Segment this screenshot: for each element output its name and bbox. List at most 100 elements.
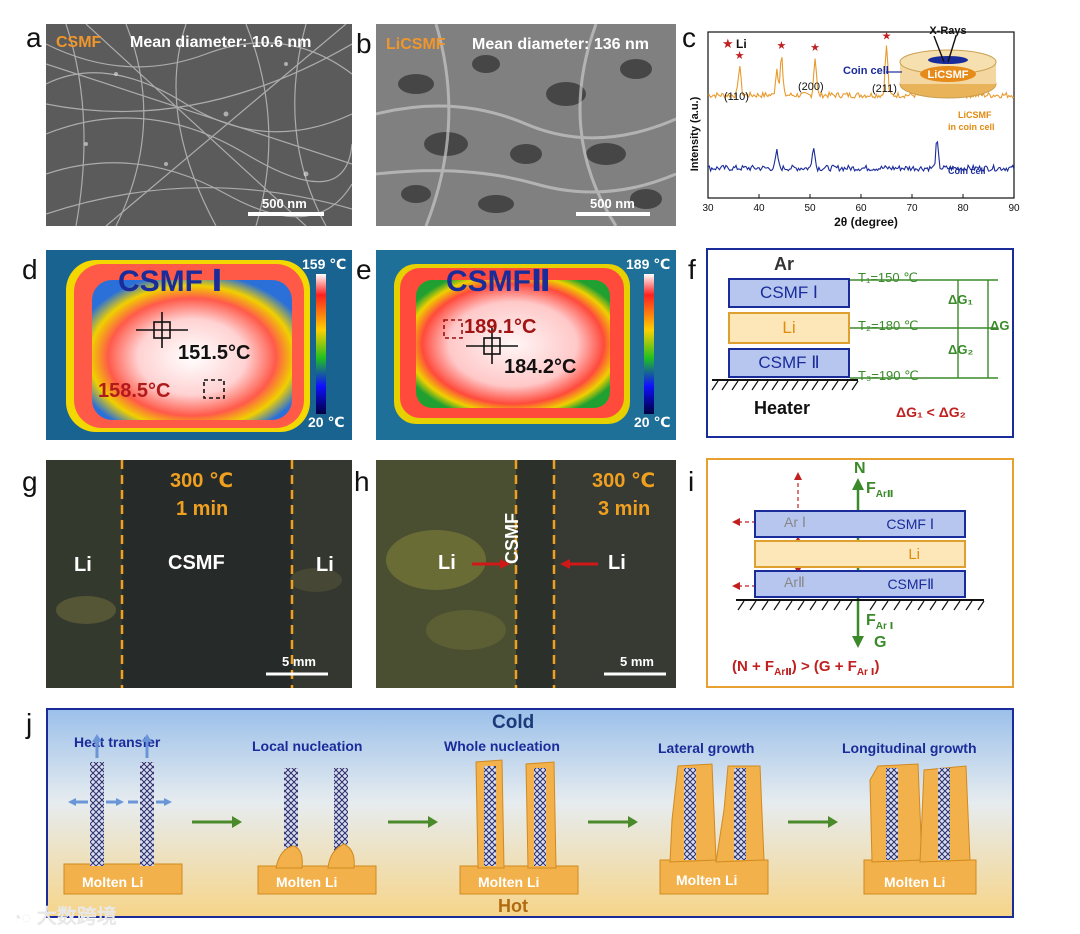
photo-300c-3min: 300 ℃ 3 min Li CSMF Li 5 mm bbox=[376, 460, 676, 688]
schematic-lines bbox=[711, 279, 998, 391]
thermal-reading-2: 158.5°C bbox=[98, 380, 171, 402]
scale-bar-label: 5 mm bbox=[620, 654, 654, 669]
cold-label: Cold bbox=[492, 712, 535, 733]
growth-mechanism-diagram: Cold Hot Heat transfer Local nucleation … bbox=[46, 708, 1014, 918]
t3-label: T₃=190 ℃ bbox=[858, 368, 919, 383]
relation-sub-2: Ar Ⅰ bbox=[856, 667, 875, 678]
label-li-right: Li bbox=[316, 554, 334, 576]
panel-letter-h: h bbox=[354, 466, 370, 497]
f-ar1-subscript: Ar Ⅰ bbox=[875, 621, 894, 633]
panel-letter-j: j bbox=[26, 708, 33, 739]
thermal-reading-2: 184.2°C bbox=[504, 356, 577, 378]
thermal-reading-1: 151.5°C bbox=[178, 342, 251, 364]
stage-4 bbox=[659, 763, 769, 895]
li-peak-star: ★ bbox=[882, 30, 892, 42]
stage-5 bbox=[863, 763, 977, 895]
x-tick-label: 60 bbox=[855, 203, 867, 214]
photo-temp: 300 ℃ bbox=[592, 470, 656, 492]
series-label-licsmf-line2: in coin cell bbox=[948, 122, 995, 132]
label-csmf: CSMF bbox=[168, 552, 225, 574]
color-scale-bar bbox=[644, 274, 654, 414]
li-peak-star: ★ bbox=[735, 50, 745, 62]
xray-arrow-1 bbox=[933, 35, 945, 63]
coin-cell-inset-label: Coin cell bbox=[843, 65, 889, 77]
scale-bar bbox=[248, 212, 324, 216]
series-label-coin-cell: Coin cell bbox=[948, 166, 986, 176]
peak-label-200: (200) bbox=[798, 81, 824, 93]
molten-li-label-3: Molten Li bbox=[478, 874, 540, 890]
sem-label-diameter: Mean diameter: 136 nm bbox=[472, 36, 649, 53]
panel-letter-i: i bbox=[688, 466, 695, 497]
sem-image-licsmf: LiCSMF Mean diameter: 136 nm 500 nm bbox=[376, 24, 676, 226]
layer-li: Li bbox=[728, 312, 850, 344]
photo-texture bbox=[376, 460, 676, 688]
stage-label-local-nucleation: Local nucleation bbox=[252, 738, 363, 754]
label-li-left: Li bbox=[74, 554, 92, 576]
layer-csmf-1: CSMF Ⅰ bbox=[728, 278, 850, 308]
x-tick-label: 70 bbox=[906, 203, 918, 214]
max-marker-1 bbox=[203, 379, 225, 399]
f-ar2-symbol: F bbox=[866, 480, 876, 497]
scale-bar-label: 500 nm bbox=[590, 196, 635, 211]
thermal-min-label: 20 ℃ bbox=[634, 414, 671, 430]
scale-bar bbox=[576, 212, 650, 216]
x-axis-title: 2θ (degree) bbox=[834, 215, 898, 229]
stage-2 bbox=[257, 768, 377, 895]
ar1-label: Ar Ⅰ bbox=[784, 514, 807, 530]
crosshair-2 bbox=[466, 328, 518, 364]
x-tick-label: 40 bbox=[753, 203, 765, 214]
photo-temp: 300 ℃ bbox=[170, 470, 234, 492]
color-scale-bar bbox=[316, 274, 326, 414]
delta-g2-label: ΔG₂ bbox=[948, 342, 974, 357]
thermal-max-label: 189 ℃ bbox=[626, 256, 671, 272]
heater-label: Heater bbox=[754, 398, 811, 418]
photo-300c-1min: 300 ℃ 1 min Li CSMF Li 5 mm bbox=[46, 460, 352, 688]
t2-label: T₂=180 ℃ bbox=[858, 318, 919, 333]
watermark: ◔◌ 大数跨境 bbox=[12, 900, 117, 929]
relation-sub-1: ArⅡ bbox=[774, 667, 792, 678]
stage-label-whole-nucleation: Whole nucleation bbox=[444, 738, 560, 754]
photo-texture bbox=[46, 460, 352, 688]
sem-label-material: CSMF bbox=[56, 34, 102, 51]
photo-time: 3 min bbox=[598, 498, 651, 520]
layer-li: Li bbox=[754, 540, 966, 568]
peak-label-211: (211) bbox=[872, 83, 897, 95]
scale-bar-label: 5 mm bbox=[282, 654, 316, 669]
ar2-label: ArⅡ bbox=[784, 574, 805, 590]
thermal-image-csmf-2: CSMFⅡ 189 ℃ 20 ℃ 189.1°C 184.2°C bbox=[376, 250, 676, 440]
x-tick-label: 80 bbox=[957, 203, 969, 214]
scale-bar-label: 500 nm bbox=[262, 196, 307, 211]
x-tick-label: 50 bbox=[804, 203, 816, 214]
sem-label-material: LiCSMF bbox=[386, 36, 446, 53]
layer-csmf-1: CSMF Ⅰ bbox=[754, 510, 966, 538]
watermark-text: 大数跨境 bbox=[36, 906, 117, 928]
force-relation: (N + FArⅡ) > (G + FAr Ⅰ) bbox=[732, 658, 879, 678]
f-ar1-label: FAr Ⅰ bbox=[866, 612, 893, 632]
ar-label: Ar bbox=[774, 254, 795, 274]
thermal-min-label: 20 ℃ bbox=[308, 414, 345, 430]
sem-fiber-texture bbox=[46, 24, 352, 226]
molten-li-label-5: Molten Li bbox=[884, 874, 946, 890]
label-csmf-vertical: CSMF bbox=[502, 513, 522, 564]
panel-letter-a: a bbox=[26, 22, 42, 53]
f-ar2-subscript: ArⅡ bbox=[875, 489, 894, 501]
panel-letter-e: e bbox=[356, 254, 372, 285]
peak-label-110: (110) bbox=[724, 91, 749, 103]
panel-letter-c: c bbox=[682, 22, 696, 53]
layer-csmf-2: CSMFⅡ bbox=[754, 570, 966, 598]
delta-g-relation: ΔG₁ < ΔG₂ bbox=[896, 404, 966, 420]
gravity-label: G bbox=[874, 634, 887, 651]
licsmf-inset-label: LiCSMF bbox=[928, 69, 969, 81]
t1-label: T₁=150 ℃ bbox=[858, 270, 918, 285]
thermal-heatmap bbox=[376, 250, 676, 440]
sem-label-diameter: Mean diameter: 10.6 nm bbox=[130, 34, 312, 51]
x-tick-label: 30 bbox=[702, 203, 714, 214]
x-tick-label: 90 bbox=[1008, 203, 1020, 214]
panel-letter-g: g bbox=[22, 466, 38, 497]
stage-1 bbox=[63, 734, 183, 895]
normal-force-label: N bbox=[854, 460, 866, 477]
series-label-licsmf-line1: LiCSMF bbox=[958, 110, 992, 120]
li-peak-star: ★ bbox=[810, 42, 820, 54]
thermal-reading-1: 189.1°C bbox=[464, 316, 537, 338]
stage-label-longitudinal-growth: Longitudinal growth bbox=[842, 740, 977, 756]
